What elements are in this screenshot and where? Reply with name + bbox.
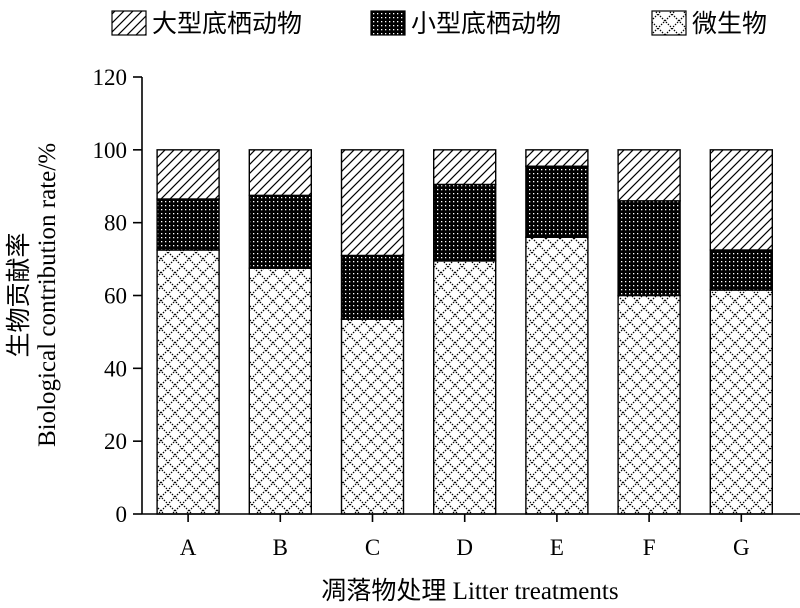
bars-group [156,149,773,515]
bar-segment-b-dots [248,194,313,269]
x-tick-label: A [180,535,197,560]
bar-segment-e-crosshatch [525,236,589,515]
x-tick-label: C [365,535,380,560]
legend-label-macrobenthos: 大型底栖动物 [152,9,302,38]
bar-segment-g-crosshatch [709,289,773,515]
legend-swatch-macrobenthos [111,10,147,36]
legend-swatch-meiobenthos [370,10,406,36]
bar-segment-d-diagonal [433,149,497,186]
y-tick-label: 120 [93,65,128,90]
y-tick-label: 80 [104,211,127,236]
x-tick-label: B [273,535,288,560]
bar-segment-c-dots [340,254,405,320]
bar-segment-c-crosshatch [340,318,405,515]
y-axis-title-cn: 生物贡献率 [5,232,33,357]
y-ticks-group: 0 20 40 60 80 100 120 [93,65,142,527]
y-tick-label: 100 [93,138,128,163]
bar-segment-a-crosshatch [156,249,220,515]
bar-segment-a-diagonal [156,149,220,200]
bar-segment-f-crosshatch [617,294,681,515]
x-tick-label: D [456,535,473,560]
y-tick-label: 60 [104,284,127,309]
bar-segment-a-dots [156,198,220,251]
bar-segment-b-diagonal [248,149,313,197]
bar-segment-g-diagonal [709,149,773,251]
legend-label-meiobenthos: 小型底栖动物 [411,9,561,38]
bar-segment-g-dots [709,249,773,291]
bar-segment-e-dots [525,165,589,238]
y-tick-label: 20 [104,429,127,454]
x-tick-label: E [550,535,564,560]
y-tick-label: 0 [116,502,128,527]
bar-segment-b-crosshatch [248,267,313,515]
bar-segment-d-crosshatch [433,260,497,515]
legend-label-microbe: 微生物 [692,9,767,38]
bar-segment-f-diagonal [617,149,681,202]
y-axis-title-en: Biological contribution rate/% [34,143,61,447]
y-tick-label: 40 [104,356,127,381]
x-axis-title: 凋落物处理 Litter treatments [321,577,618,605]
x-tick-label: F [643,535,656,560]
bar-segment-c-diagonal [340,149,405,257]
legend: 大型底栖动物 小型底栖动物 微生物 [111,9,767,38]
x-tick-label: G [733,535,750,560]
bar-segment-f-dots [617,200,681,297]
x-ticks-group: A B C D E F G [180,514,750,560]
legend-swatch-microbe [651,10,687,36]
bar-segment-d-dots [433,183,497,262]
bar-segment-e-diagonal [525,149,589,167]
